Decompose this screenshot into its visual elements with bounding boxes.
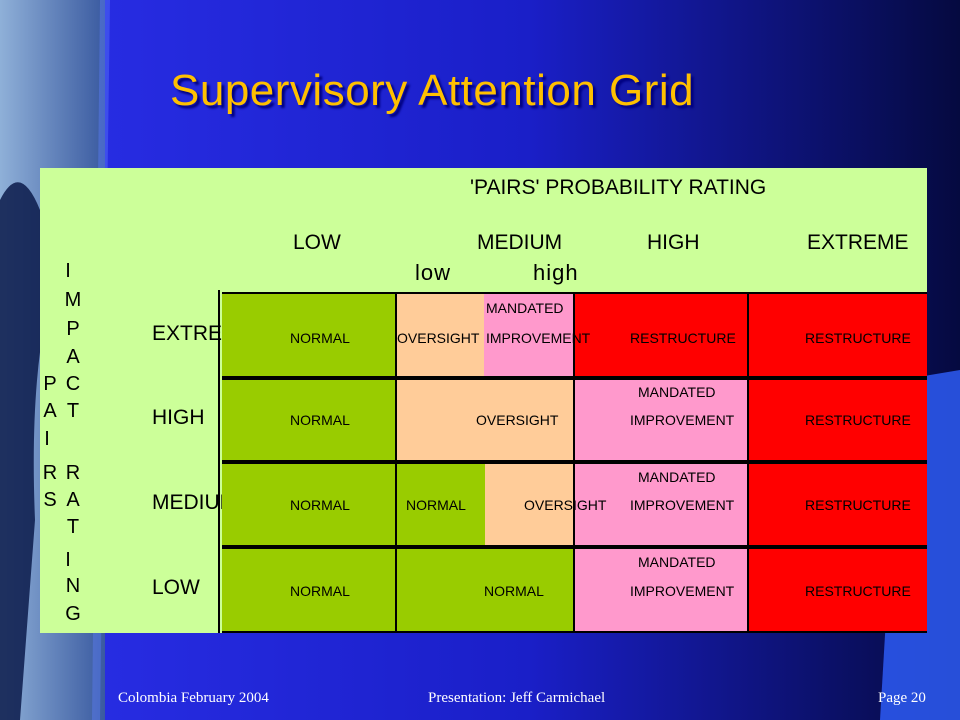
probability-level-medium: MEDIUM [477,231,563,254]
medium-sublevel-low: low [415,260,452,285]
impact-level-high: HIGH [152,406,205,429]
grid-cell-restructure [749,463,927,545]
cell-text: IMPROVEMENT [630,412,735,428]
impact-letter: M [64,289,82,311]
grid-col-divider [747,292,749,633]
cell-text: OVERSIGHT [476,412,559,428]
rating-letter: T [66,516,80,538]
pairs-letter: R [42,462,58,484]
medium-sublevel-high: high [533,260,579,285]
cell-text: OVERSIGHT [524,497,607,513]
cell-text: IMPROVEMENT [630,497,735,513]
grid-cell-normal [222,294,395,376]
grid-cell-normal [397,548,575,631]
rating-letter: A [66,489,80,511]
footer-location-date: Colombia February 2004 [118,690,269,706]
cell-text: MANDATED [638,554,716,570]
cell-text: NORMAL [290,412,350,428]
probability-level-low: LOW [293,231,341,254]
cell-text: NORMAL [484,583,544,599]
grid-cell-normal [222,463,395,545]
impact-letter: C [65,373,81,395]
rating-letter: G [65,603,81,625]
impact-letter: A [66,346,80,368]
grid-col-divider [573,292,575,633]
attention-grid-panel: 'PAIRS' PROBABILITY RATING LOW MEDIUM HI… [40,168,927,633]
grid-cell-normal [222,379,395,460]
grid-cell-restructure [749,379,927,460]
cell-text: RESTRUCTURE [805,583,911,599]
slide-title: Supervisory Attention Grid [170,66,695,115]
cell-text: NORMAL [290,497,350,513]
rating-letter: R [65,462,81,484]
grid-cell-restructure [575,294,747,376]
grid-cell-mandated [575,463,747,545]
cell-text: IMPROVEMENT [630,583,735,599]
cell-text: MANDATED [638,384,716,400]
cell-text: RESTRUCTURE [805,497,911,513]
cell-text: IMPROVEMENT [486,330,591,346]
impact-level-low: LOW [152,576,200,599]
grid-cell-restructure [749,294,927,376]
pairs-letter: A [43,400,57,422]
cell-text: NORMAL [290,583,350,599]
pairs-letter: I [44,428,50,450]
impact-letter: T [66,400,80,422]
pairs-letter: P [43,373,57,395]
grid-cell-mandated [484,294,575,376]
grid-col-divider [395,292,397,633]
impact-letter: I [65,260,71,282]
rating-letter: I [65,549,71,571]
probability-rating-header: 'PAIRS' PROBABILITY RATING [470,176,767,199]
grid-cell-restructure [749,548,927,631]
rating-letter: N [65,575,81,597]
grid-cell-oversight [397,294,484,376]
grid-cell-normal [222,548,395,631]
cell-text: OVERSIGHT [397,330,480,346]
cell-text: RESTRUCTURE [805,412,911,428]
grid-cell-oversight [397,379,575,460]
cell-text: NORMAL [290,330,350,346]
probability-level-extreme: EXTREME [807,231,909,254]
impact-letter: P [66,318,80,340]
cell-text: MANDATED [638,469,716,485]
cell-text: NORMAL [406,497,466,513]
grid-cell-normal [397,463,485,545]
grid-left-border [218,290,220,633]
footer-page-number: Page 20 [878,690,926,706]
probability-level-high: HIGH [647,231,700,254]
grid-cell-mandated [575,548,747,631]
pairs-letter: S [43,489,57,511]
grid-cell-oversight [485,463,575,545]
cell-text: MANDATED [486,300,564,316]
grid-cell-mandated [575,379,747,460]
cell-text: RESTRUCTURE [630,330,736,346]
cell-text: RESTRUCTURE [805,330,911,346]
footer-presenter: Presentation: Jeff Carmichael [428,690,606,706]
impact-level-medium: MEDIUM [152,491,238,514]
